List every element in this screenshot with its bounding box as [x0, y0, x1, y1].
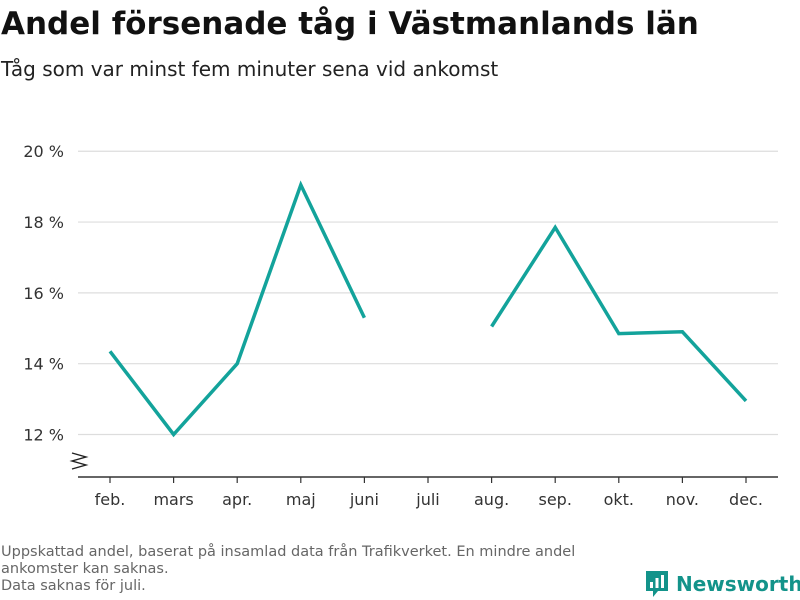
y-tick-label: 14 % [23, 355, 64, 374]
x-tick-label: aug. [474, 490, 509, 509]
chart-title: Andel försenade tåg i Västmanlands län [1, 6, 699, 42]
x-axis: feb. mars apr. maj juni juli aug. sep. okt. nov. d… [78, 476, 778, 509]
x-tick-label: maj [286, 490, 316, 509]
x-tick-label: apr. [222, 490, 252, 509]
footnote: Uppskattad andel, baserat på insamlad da… [1, 544, 641, 595]
series-line [108, 180, 366, 438]
x-tick-label: juli [415, 490, 439, 509]
brand-name: Newsworthy [676, 572, 800, 596]
bar-chart-logo-icon [646, 571, 668, 597]
chart-subtitle: Tåg som var minst fem minuter sena vid a… [1, 57, 499, 81]
x-tick-label: mars [153, 490, 193, 509]
x-tick-label: dec. [729, 490, 763, 509]
axis-break-icon [69, 452, 89, 470]
brand-logo: Newsworthy [644, 569, 800, 599]
y-tick-label: 16 % [23, 284, 64, 303]
series-line [490, 224, 748, 403]
x-tick-label: juni [349, 490, 379, 509]
x-tick-label: feb. [95, 490, 126, 509]
y-tick-label: 20 % [23, 142, 64, 161]
line-chart: 12 % 14 % 16 % 18 % 20 % feb. mars apr. maj juni… [23, 142, 778, 509]
x-tick-label: okt. [604, 490, 634, 509]
series-lines [108, 180, 748, 438]
x-tick-label: nov. [666, 490, 699, 509]
y-tick-label: 12 % [23, 426, 64, 445]
footnote-line-1: Uppskattad andel, baserat på insamlad da… [1, 544, 576, 577]
y-tick-label: 18 % [23, 213, 64, 232]
y-axis: 12 % 14 % 16 % 18 % 20 % [23, 142, 89, 470]
x-tick-label: sep. [538, 490, 571, 509]
footnote-line-2: Data saknas för juli. [1, 578, 146, 594]
gridlines [78, 150, 778, 436]
